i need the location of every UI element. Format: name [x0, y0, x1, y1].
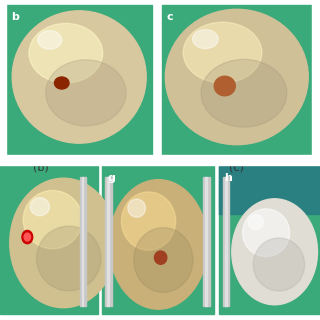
Ellipse shape	[248, 215, 263, 229]
Ellipse shape	[23, 190, 82, 249]
Text: c: c	[166, 12, 173, 22]
Ellipse shape	[122, 192, 176, 250]
Ellipse shape	[29, 23, 103, 83]
Bar	[205, 177, 207, 306]
Bar	[219, 166, 320, 213]
Ellipse shape	[38, 31, 62, 49]
Bar	[219, 166, 320, 314]
Bar	[107, 177, 109, 306]
Ellipse shape	[36, 226, 101, 291]
Text: (b): (b)	[33, 162, 48, 172]
Ellipse shape	[155, 251, 167, 264]
Bar	[6, 5, 152, 155]
Ellipse shape	[165, 9, 308, 145]
Bar	[0, 155, 320, 165]
Ellipse shape	[243, 209, 290, 257]
Ellipse shape	[12, 11, 146, 143]
Ellipse shape	[24, 233, 30, 241]
Ellipse shape	[54, 77, 69, 89]
Bar	[225, 177, 227, 306]
Bar	[80, 177, 86, 306]
Bar	[162, 5, 312, 155]
Bar	[105, 177, 112, 306]
Bar	[312, 0, 320, 155]
Bar	[223, 177, 229, 306]
Ellipse shape	[232, 199, 317, 305]
Ellipse shape	[46, 60, 126, 126]
Ellipse shape	[109, 180, 208, 309]
Ellipse shape	[183, 22, 262, 83]
Ellipse shape	[22, 230, 33, 244]
Bar	[203, 177, 211, 306]
Text: h: h	[224, 173, 232, 183]
Bar	[0, 0, 6, 155]
Text: g: g	[107, 173, 115, 183]
Ellipse shape	[128, 199, 146, 217]
Ellipse shape	[134, 228, 193, 292]
Ellipse shape	[193, 30, 218, 49]
Ellipse shape	[30, 198, 50, 216]
Ellipse shape	[214, 76, 235, 96]
Ellipse shape	[253, 238, 305, 291]
Ellipse shape	[10, 178, 117, 308]
Bar	[82, 177, 83, 306]
Ellipse shape	[201, 60, 287, 127]
Text: (c): (c)	[229, 162, 244, 172]
Text: b: b	[11, 12, 19, 22]
Bar	[102, 166, 214, 314]
Bar	[0, 166, 98, 314]
